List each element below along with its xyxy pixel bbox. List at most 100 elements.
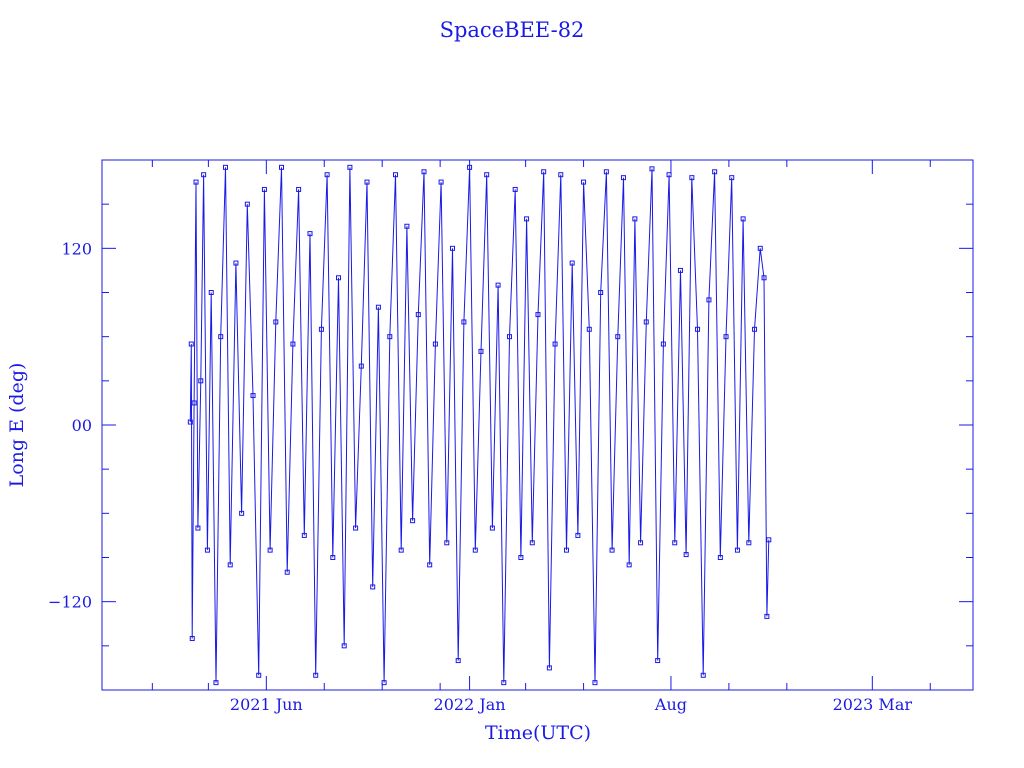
data-point: [723, 334, 729, 340]
data-point: [529, 540, 535, 546]
series-line: [189, 167, 770, 683]
data-point: [358, 363, 364, 369]
data-point: [581, 179, 587, 185]
y-tick-label: −120: [48, 593, 92, 612]
data-point: [695, 326, 701, 332]
data-point: [764, 613, 770, 619]
data-point: [201, 172, 207, 178]
x-axis-label: Time(UTC): [485, 722, 591, 744]
data-point: [353, 525, 359, 531]
data-point: [387, 334, 393, 340]
data-point: [575, 532, 581, 538]
data-point: [301, 532, 307, 538]
data-point: [586, 326, 592, 332]
data-point: [472, 547, 478, 553]
data-point: [208, 290, 214, 295]
data-point: [501, 680, 507, 686]
data-point: [541, 169, 547, 175]
data-point: [398, 547, 404, 553]
data-point: [427, 562, 433, 568]
data-point: [734, 547, 740, 553]
data-point: [273, 319, 279, 325]
data-point: [672, 540, 678, 546]
data-point: [552, 341, 558, 347]
data-point: [512, 186, 518, 192]
data-point: [290, 341, 296, 347]
data-point: [643, 319, 649, 325]
data-point: [489, 525, 495, 531]
data-point: [467, 164, 473, 170]
data-point: [318, 326, 324, 332]
data-point: [761, 275, 767, 281]
data-point: [603, 169, 609, 175]
data-point: [449, 245, 455, 251]
data-point: [313, 672, 319, 678]
data-point: [609, 547, 615, 553]
y-axis-label: Long E (deg): [6, 363, 28, 488]
data-point: [638, 540, 644, 546]
data-point: [598, 290, 604, 295]
data-point: [506, 334, 512, 340]
data-point: [227, 562, 233, 568]
data-point: [218, 334, 224, 340]
data-point: [336, 275, 342, 281]
data-point: [410, 518, 416, 524]
data-point: [370, 584, 376, 590]
data-point: [195, 525, 201, 531]
data-point: [558, 172, 564, 178]
data-point: [261, 186, 267, 192]
data-point: [766, 537, 772, 543]
data-point: [700, 672, 706, 678]
data-point: [677, 267, 683, 273]
data-point: [444, 540, 450, 546]
data-point: [187, 419, 193, 425]
data-point: [233, 260, 239, 266]
x-tick-label: 2022 Jan: [434, 695, 506, 714]
x-tick-label: Aug: [654, 695, 687, 714]
data-point: [478, 348, 484, 354]
data-point: [381, 680, 387, 686]
data-point: [569, 260, 575, 266]
data-point: [438, 179, 444, 185]
data-point: [649, 166, 655, 172]
data-point: [689, 175, 695, 181]
data-point: [330, 555, 336, 560]
data-point: [267, 547, 273, 553]
data-point: [204, 547, 210, 553]
data-point: [193, 179, 199, 185]
x-tick-label: 2021 Jun: [230, 695, 303, 714]
data-point: [752, 326, 758, 332]
data-point: [222, 164, 228, 170]
data-point: [284, 569, 290, 575]
data-point: [757, 245, 763, 251]
data-point: [518, 555, 524, 560]
axis-ticks: [102, 160, 973, 690]
data-point: [341, 643, 347, 649]
tick-labels: 120 00 −120 2021 Jun 2022 Jan Aug 2023 Mar: [48, 239, 912, 714]
data-point: [364, 179, 370, 185]
data-point: [632, 216, 638, 222]
data-point: [188, 341, 194, 347]
data-point: [546, 665, 552, 671]
data-point: [620, 175, 626, 181]
chart-title: SpaceBEE-82: [440, 18, 585, 42]
data-point: [296, 186, 302, 192]
data-point: [683, 552, 689, 558]
data-point: [198, 378, 204, 384]
data-point: [455, 658, 461, 664]
data-point: [660, 341, 666, 347]
data-point: [729, 175, 735, 181]
data-point: [324, 172, 330, 178]
data-point: [432, 341, 438, 347]
data-point: [626, 562, 632, 568]
data-point: [256, 672, 262, 678]
data-point: [592, 680, 598, 686]
data-point: [239, 510, 245, 516]
data-point: [717, 555, 723, 560]
data-point: [712, 169, 718, 175]
data-point: [213, 680, 219, 686]
data-point: [524, 216, 530, 222]
data-point: [615, 334, 621, 340]
data-point: [415, 312, 421, 318]
